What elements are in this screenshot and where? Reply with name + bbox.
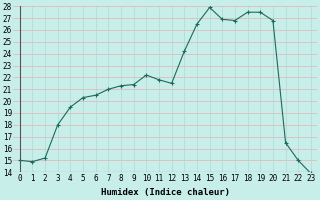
X-axis label: Humidex (Indice chaleur): Humidex (Indice chaleur) [101,188,230,197]
